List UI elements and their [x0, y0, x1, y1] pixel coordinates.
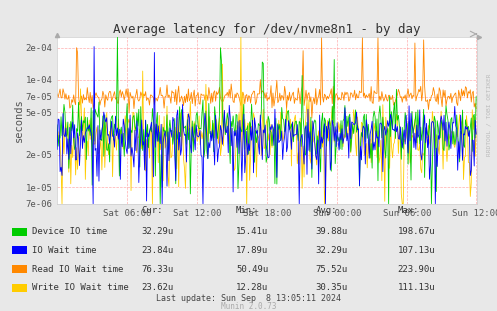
Text: 32.29u: 32.29u — [142, 227, 174, 236]
Text: RRDTOOL / TOBI OETIKER: RRDTOOL / TOBI OETIKER — [486, 74, 491, 156]
Text: 39.88u: 39.88u — [316, 227, 348, 236]
Text: 17.89u: 17.89u — [236, 246, 268, 255]
Text: Cur:: Cur: — [142, 206, 163, 215]
Text: 15.41u: 15.41u — [236, 227, 268, 236]
Text: 223.90u: 223.90u — [398, 265, 435, 273]
Text: 32.29u: 32.29u — [316, 246, 348, 255]
Text: 107.13u: 107.13u — [398, 246, 435, 255]
Text: 23.84u: 23.84u — [142, 246, 174, 255]
Text: 111.13u: 111.13u — [398, 283, 435, 292]
Text: Min:: Min: — [236, 206, 257, 215]
Text: 50.49u: 50.49u — [236, 265, 268, 273]
Text: IO Wait time: IO Wait time — [32, 246, 97, 255]
Text: 12.28u: 12.28u — [236, 283, 268, 292]
Text: Munin 2.0.73: Munin 2.0.73 — [221, 302, 276, 311]
Text: Avg:: Avg: — [316, 206, 337, 215]
Title: Average latency for /dev/nvme8n1 - by day: Average latency for /dev/nvme8n1 - by da… — [113, 23, 421, 36]
Y-axis label: seconds: seconds — [14, 99, 24, 142]
Text: 198.67u: 198.67u — [398, 227, 435, 236]
Text: Device IO time: Device IO time — [32, 227, 107, 236]
Text: Write IO Wait time: Write IO Wait time — [32, 283, 129, 292]
Text: Last update: Sun Sep  8 13:05:11 2024: Last update: Sun Sep 8 13:05:11 2024 — [156, 294, 341, 303]
Text: Max:: Max: — [398, 206, 419, 215]
Text: 76.33u: 76.33u — [142, 265, 174, 273]
Text: 23.62u: 23.62u — [142, 283, 174, 292]
Text: 30.35u: 30.35u — [316, 283, 348, 292]
Text: 75.52u: 75.52u — [316, 265, 348, 273]
Text: Read IO Wait time: Read IO Wait time — [32, 265, 124, 273]
